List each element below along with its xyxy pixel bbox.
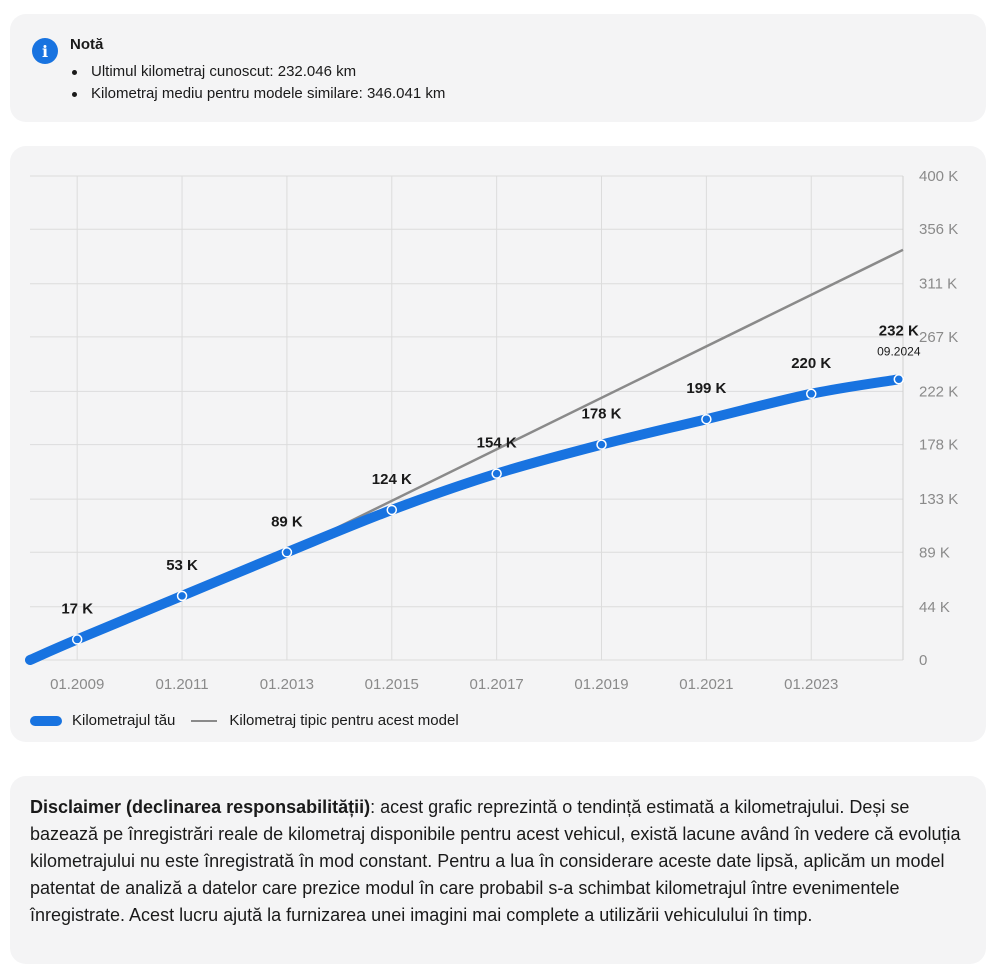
y-tick-label: 400 K	[919, 168, 958, 185]
data-point	[701, 413, 712, 425]
legend-label-your-mileage: Kilometrajul tău	[72, 712, 176, 729]
y-tick-label: 178 K	[919, 437, 958, 454]
y-tick-label: 44 K	[919, 599, 950, 616]
note-card: i Notă Ultimul kilometraj cunoscut: 232.…	[10, 14, 986, 122]
legend-label-typical-mileage: Kilometraj tipic pentru acest model	[229, 712, 459, 729]
data-label: 220 K	[791, 355, 831, 372]
y-tick-label: 311 K	[919, 276, 957, 293]
data-point	[805, 388, 817, 400]
y-tick-label: 133 K	[919, 491, 958, 508]
y-tick-label: 222 K	[919, 383, 958, 400]
y-tick-label: 267 K	[919, 329, 958, 346]
x-tick-label: 01.2021	[679, 676, 733, 693]
data-label: 154 K	[477, 435, 517, 452]
x-tick-label: 01.2019	[574, 676, 628, 693]
y-tick-label: 0	[919, 652, 927, 669]
x-tick-label: 01.2013	[260, 676, 314, 693]
data-point	[71, 634, 83, 645]
note-list: Ultimul kilometraj cunoscut: 232.046 km …	[72, 61, 445, 105]
series-line-typical-mileage	[29, 248, 904, 662]
mileage-chart: 400 K 356 K 311 K 267 K 222 K 178 K 133 K 89 K 4…	[25, 168, 958, 693]
data-point	[893, 374, 905, 385]
disclaimer-text: Disclaimer (declinarea responsabilității…	[30, 794, 970, 929]
data-label: 17 K	[61, 600, 93, 617]
disclaimer-card: Disclaimer (declinarea responsabilității…	[10, 776, 986, 964]
x-tick-label: 01.2009	[50, 676, 104, 693]
data-sublabel: 09.2024	[877, 344, 921, 358]
data-label: 178 K	[581, 406, 621, 423]
data-point	[596, 439, 607, 450]
y-tick-label: 89 K	[919, 544, 950, 561]
legend-swatch-your-mileage	[30, 715, 62, 726]
disclaimer-body: : acest grafic reprezintă o tendință est…	[30, 797, 961, 925]
x-tick-label: 01.2023	[784, 676, 838, 693]
data-label: 124 K	[372, 471, 412, 488]
note-item-average-mileage: Kilometraj mediu pentru modele similare:…	[72, 83, 445, 105]
mileage-chart-card: 400 K 356 K 311 K 267 K 222 K 178 K 133 K 89 K 4…	[10, 146, 986, 742]
data-point	[281, 547, 293, 558]
x-tick-label: 01.2015	[365, 676, 419, 693]
disclaimer-heading: Disclaimer (declinarea responsabilității…	[30, 797, 371, 817]
y-tick-label: 356 K	[919, 221, 958, 238]
note-item-last-mileage: Ultimul kilometraj cunoscut: 232.046 km	[72, 61, 445, 83]
x-tick-label: 01.2011	[155, 676, 208, 693]
data-point	[386, 504, 398, 516]
data-label: 232 K	[879, 322, 919, 339]
chart-legend: Kilometrajul tău Kilometraj tipic pentru…	[30, 712, 459, 729]
data-label: 89 K	[271, 513, 303, 530]
legend-swatch-typical-mileage	[191, 719, 218, 722]
info-icon: i	[32, 38, 58, 64]
x-tick-label: 01.2017	[470, 676, 524, 693]
data-point	[491, 468, 502, 479]
data-label: 53 K	[166, 557, 198, 574]
bullet-icon	[72, 91, 77, 97]
data-label: 199 K	[686, 380, 726, 397]
bullet-icon	[72, 69, 77, 75]
data-point	[176, 590, 188, 602]
note-title: Notă	[70, 36, 104, 53]
series-line-your-mileage	[25, 374, 904, 665]
